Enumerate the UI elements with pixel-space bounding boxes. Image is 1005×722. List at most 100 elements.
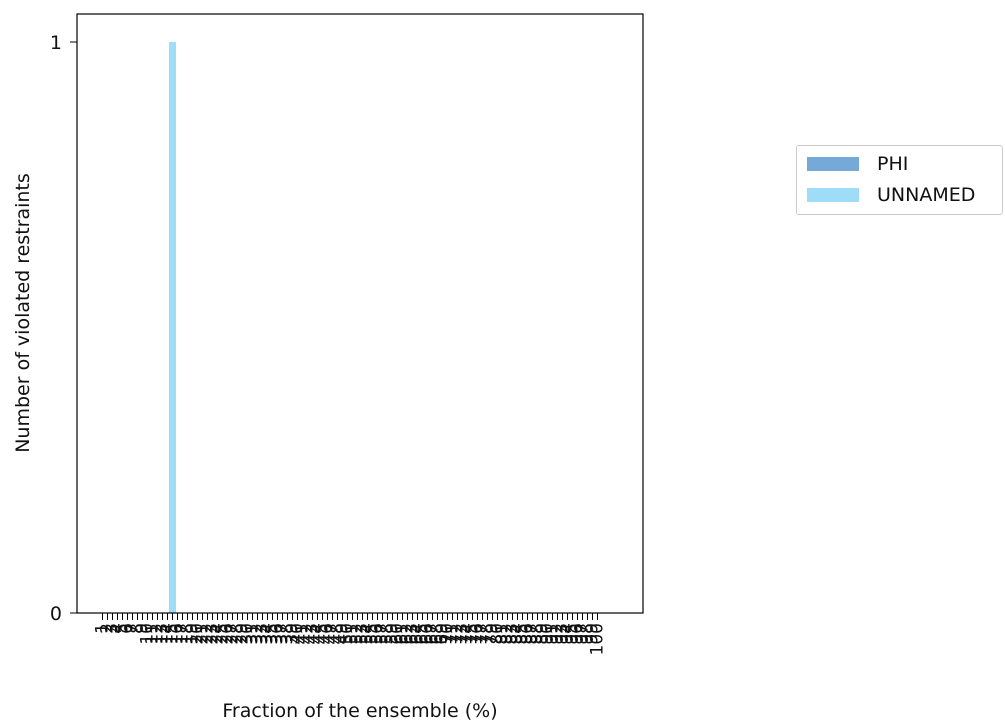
x-tick-label: 50 xyxy=(338,623,358,645)
x-tick-label: 93 xyxy=(553,623,573,645)
x-tick-label: 52 xyxy=(348,623,368,645)
x-tick-label: 43 xyxy=(303,623,323,645)
x-tick-label: 31 xyxy=(243,623,263,645)
y-axis-label: Number of violated restraints xyxy=(12,173,34,453)
x-tick-label: 71 xyxy=(443,623,463,645)
x-tick-label: 53 xyxy=(353,623,373,645)
plot-frame xyxy=(76,13,644,614)
x-tick-label: 80 xyxy=(488,623,508,645)
x-tick-label: 34 xyxy=(258,623,278,645)
x-tick-label: 98 xyxy=(578,623,598,645)
x-tick-label: 5 xyxy=(113,623,133,634)
x-tick-label: 97 xyxy=(573,623,593,645)
x-tick-label: 28 xyxy=(228,623,248,645)
x-tick-label: 90 xyxy=(538,623,558,645)
x-tick-label: 48 xyxy=(328,623,348,645)
x-tick-label: 92 xyxy=(548,623,568,645)
x-tick-label: 39 xyxy=(283,623,303,645)
x-tick-label: 65 xyxy=(413,623,433,645)
x-tick-label: 21 xyxy=(193,623,213,645)
x-tick-label: 88 xyxy=(528,623,548,645)
x-tick-label: 56 xyxy=(368,623,388,645)
x-tick-label: 13 xyxy=(153,623,173,645)
x-tick-label: 35 xyxy=(263,623,283,645)
x-tick-label: 72 xyxy=(448,623,468,645)
x-tick-label: 2 xyxy=(98,623,118,634)
x-tick-label: 29 xyxy=(233,623,253,645)
x-tick-label: 51 xyxy=(343,623,363,645)
x-tick-label: 19 xyxy=(183,623,203,645)
x-tick-label: 33 xyxy=(253,623,273,645)
x-tick-label: 99 xyxy=(583,623,603,645)
x-tick-label: 58 xyxy=(378,623,398,645)
x-tick-label: 100 xyxy=(588,623,608,655)
x-tick-label: 44 xyxy=(308,623,328,645)
x-tick-label: 42 xyxy=(298,623,318,645)
x-tick-label: 78 xyxy=(478,623,498,645)
x-tick-label: 17 xyxy=(173,623,193,645)
x-tick-label: 40 xyxy=(288,623,308,645)
y-ticks-layer: 01 xyxy=(50,32,77,625)
x-tick-label: 87 xyxy=(523,623,543,645)
x-tick-label: 85 xyxy=(513,623,533,645)
bars-layer xyxy=(169,42,176,613)
x-tick-label: 83 xyxy=(503,623,523,645)
x-tick-label: 11 xyxy=(143,623,163,645)
y-tick-label: 0 xyxy=(50,603,62,625)
x-tick-label: 63 xyxy=(403,623,423,645)
x-tick-label: 14 xyxy=(158,623,178,645)
x-tick-label: 30 xyxy=(238,623,258,645)
x-tick-label: 59 xyxy=(383,623,403,645)
x-axis-label: Fraction of the ensemble (%) xyxy=(222,700,497,722)
x-tick-label: 61 xyxy=(393,623,413,645)
x-tick-label: 22 xyxy=(198,623,218,645)
x-tick-label: 70 xyxy=(438,623,458,645)
x-tick-label: 36 xyxy=(268,623,288,645)
x-tick-label: 46 xyxy=(318,623,338,645)
x-tick-label: 41 xyxy=(293,623,313,645)
x-tick-label: 25 xyxy=(213,623,233,645)
x-tick-label: 49 xyxy=(333,623,353,645)
x-tick-label: 37 xyxy=(273,623,293,645)
x-tick-label: 23 xyxy=(203,623,223,645)
x-tick-label: 3 xyxy=(103,623,123,634)
x-tick-label: 74 xyxy=(458,623,478,645)
x-tick-label: 16 xyxy=(168,623,188,645)
legend-swatch-phi xyxy=(807,157,859,171)
x-tick-label: 57 xyxy=(373,623,393,645)
x-tick-label: 18 xyxy=(178,623,198,645)
x-tick-label: 94 xyxy=(558,623,578,645)
x-tick-label: 38 xyxy=(278,623,298,645)
legend-item-phi: PHI xyxy=(807,153,908,175)
x-tick-label: 24 xyxy=(208,623,228,645)
x-tick-label: 12 xyxy=(148,623,168,645)
legend-item-unnamed: UNNAMED xyxy=(807,184,976,206)
x-tick-label: 69 xyxy=(433,623,453,645)
x-tick-label: 4 xyxy=(108,623,128,634)
x-tick-label: 84 xyxy=(508,623,528,645)
x-tick-label: 20 xyxy=(188,623,208,645)
x-tick-label: 54 xyxy=(358,623,378,645)
x-ticks-layer: 1234567891011121314151617181920212223242… xyxy=(93,613,608,655)
x-tick-label: 15 xyxy=(163,623,183,645)
bar-unnamed-15 xyxy=(169,42,176,613)
x-tick-label: 10 xyxy=(138,623,158,645)
x-tick-label: 91 xyxy=(543,623,563,645)
x-tick-label: 8 xyxy=(128,623,148,634)
x-tick-label: 45 xyxy=(313,623,333,645)
legend-label-unnamed: UNNAMED xyxy=(877,184,976,206)
legend: PHI UNNAMED xyxy=(796,145,1003,215)
x-tick-label: 82 xyxy=(498,623,518,645)
x-tick-label: 66 xyxy=(418,623,438,645)
x-tick-label: 32 xyxy=(248,623,268,645)
x-tick-label: 7 xyxy=(123,623,143,634)
x-tick-label: 62 xyxy=(398,623,418,645)
x-tick-label: 76 xyxy=(468,623,488,645)
x-tick-label: 68 xyxy=(428,623,448,645)
x-tick-label: 1 xyxy=(93,623,113,634)
x-tick-label: 27 xyxy=(223,623,243,645)
x-tick-label: 77 xyxy=(473,623,493,645)
x-tick-label: 9 xyxy=(133,623,153,634)
x-tick-label: 86 xyxy=(518,623,538,645)
